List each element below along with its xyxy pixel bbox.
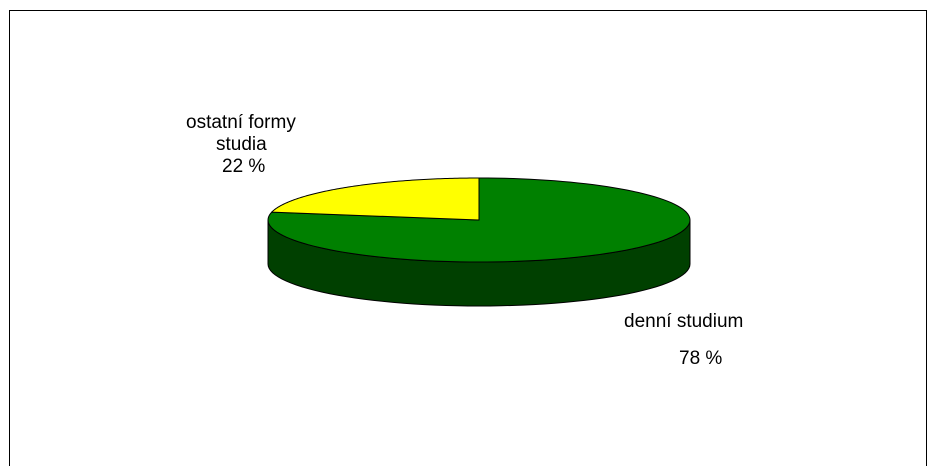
pie-slice-1 — [271, 177, 480, 221]
slice-label-ostatni-formy: ostatní formy studia 22 % — [186, 112, 296, 178]
slice-value-label: 22 % — [222, 156, 266, 177]
slice-label-line-1: ostatní formy — [186, 112, 296, 133]
slice-label-denni-studium: denní studium — [624, 311, 744, 332]
slice-label-line-2: studia — [216, 134, 267, 155]
slice-value-label-denni: 78 % — [679, 348, 723, 369]
